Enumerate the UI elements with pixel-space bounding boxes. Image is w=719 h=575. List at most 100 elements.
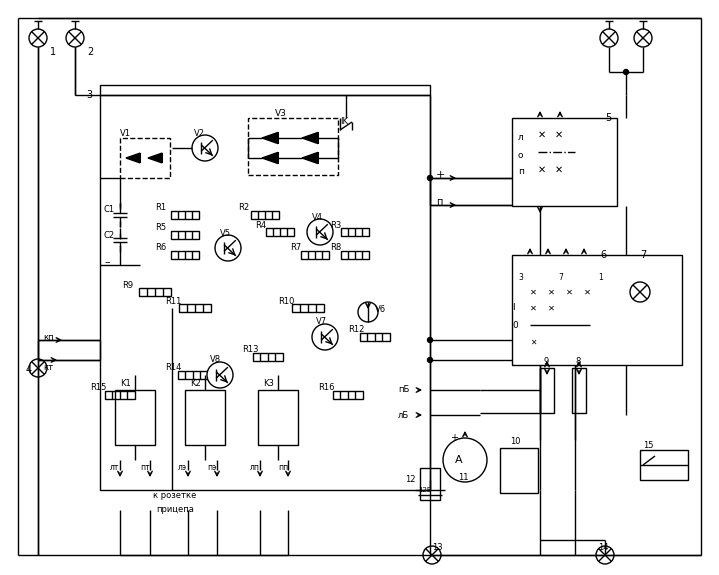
Text: 12В: 12В	[418, 487, 431, 493]
Bar	[341, 251, 369, 259]
Text: 7: 7	[558, 274, 563, 282]
Text: K1: K1	[120, 378, 131, 388]
Bar	[500, 448, 538, 493]
Text: R2: R2	[238, 204, 249, 213]
Text: лт: лт	[110, 463, 119, 473]
Text: о: о	[518, 151, 523, 159]
Text: ✕: ✕	[555, 165, 563, 175]
Bar	[251, 211, 279, 219]
Text: ✕: ✕	[538, 130, 546, 140]
Text: лп: лп	[250, 463, 260, 473]
Text: 3: 3	[518, 274, 523, 282]
Circle shape	[192, 135, 218, 161]
Bar	[171, 211, 199, 219]
Text: л: л	[518, 133, 523, 143]
Text: V5: V5	[220, 228, 231, 237]
Bar	[115, 390, 155, 445]
Text: C1: C1	[104, 205, 115, 214]
Text: 5: 5	[605, 113, 611, 123]
Text: V1: V1	[120, 128, 131, 137]
Text: 4: 4	[26, 365, 32, 375]
Bar	[640, 450, 688, 480]
Bar	[253, 353, 283, 361]
Text: V6: V6	[375, 305, 386, 315]
Bar	[301, 251, 329, 259]
Text: 6: 6	[600, 250, 606, 260]
Text: п: п	[436, 197, 442, 207]
Text: K3: K3	[263, 378, 274, 388]
Text: 15: 15	[643, 440, 654, 450]
Text: 3: 3	[86, 90, 92, 100]
Text: R6: R6	[155, 243, 166, 252]
Text: R8: R8	[330, 243, 342, 252]
Circle shape	[634, 29, 652, 47]
Circle shape	[596, 546, 614, 564]
Circle shape	[630, 282, 650, 302]
Bar	[100, 85, 430, 490]
Circle shape	[307, 219, 333, 245]
Bar	[185, 390, 225, 445]
Text: кт: кт	[43, 363, 53, 373]
Text: C2: C2	[104, 231, 115, 240]
Bar	[341, 228, 369, 236]
Text: ✕: ✕	[548, 304, 555, 312]
Bar	[105, 391, 135, 399]
Circle shape	[428, 358, 433, 362]
Circle shape	[66, 29, 84, 47]
Text: 12: 12	[405, 476, 416, 485]
Bar	[266, 228, 294, 236]
Text: IK: IK	[340, 117, 348, 126]
Text: V4: V4	[312, 213, 323, 223]
Circle shape	[443, 438, 487, 482]
Text: R13: R13	[242, 346, 259, 355]
Text: K2: K2	[190, 378, 201, 388]
Bar	[420, 468, 440, 500]
Circle shape	[207, 362, 233, 388]
Text: V3: V3	[275, 109, 287, 117]
Text: 10: 10	[510, 438, 521, 447]
Text: 8: 8	[575, 358, 580, 366]
Circle shape	[312, 324, 338, 350]
Circle shape	[428, 175, 433, 181]
Text: R11: R11	[165, 297, 181, 306]
Text: пт: пт	[140, 463, 150, 473]
Text: ✕: ✕	[566, 288, 573, 297]
Bar	[512, 118, 617, 206]
Text: ✕: ✕	[530, 338, 536, 347]
Polygon shape	[302, 152, 318, 164]
Polygon shape	[262, 132, 278, 144]
Circle shape	[428, 338, 433, 343]
Circle shape	[623, 70, 628, 75]
Bar	[248, 118, 338, 175]
Text: 1: 1	[598, 274, 603, 282]
Text: 2: 2	[87, 47, 93, 57]
Text: R16: R16	[318, 384, 334, 393]
Bar	[171, 251, 199, 259]
Circle shape	[423, 546, 441, 564]
Text: п: п	[518, 167, 524, 177]
Bar	[179, 304, 211, 312]
Text: 7: 7	[640, 250, 646, 260]
Text: к розетке: к розетке	[153, 490, 197, 500]
Text: кп: кп	[43, 334, 54, 343]
Circle shape	[600, 29, 618, 47]
Bar	[572, 368, 586, 413]
Text: R12: R12	[348, 325, 365, 335]
Text: пБ: пБ	[398, 385, 409, 394]
Circle shape	[215, 235, 241, 261]
Text: ✕: ✕	[555, 130, 563, 140]
Text: R1: R1	[155, 204, 166, 213]
Bar	[139, 288, 171, 296]
Text: V2: V2	[194, 128, 205, 137]
Text: лБ: лБ	[398, 411, 409, 420]
Polygon shape	[302, 132, 318, 144]
Polygon shape	[126, 153, 140, 163]
Text: пэ: пэ	[207, 463, 216, 473]
Text: 9: 9	[543, 358, 549, 366]
Text: А: А	[455, 455, 463, 465]
Text: ✕: ✕	[530, 304, 537, 312]
Text: R14: R14	[165, 363, 181, 373]
Text: R7: R7	[290, 243, 301, 252]
Text: лэ: лэ	[178, 463, 187, 473]
Text: –: –	[104, 257, 109, 267]
